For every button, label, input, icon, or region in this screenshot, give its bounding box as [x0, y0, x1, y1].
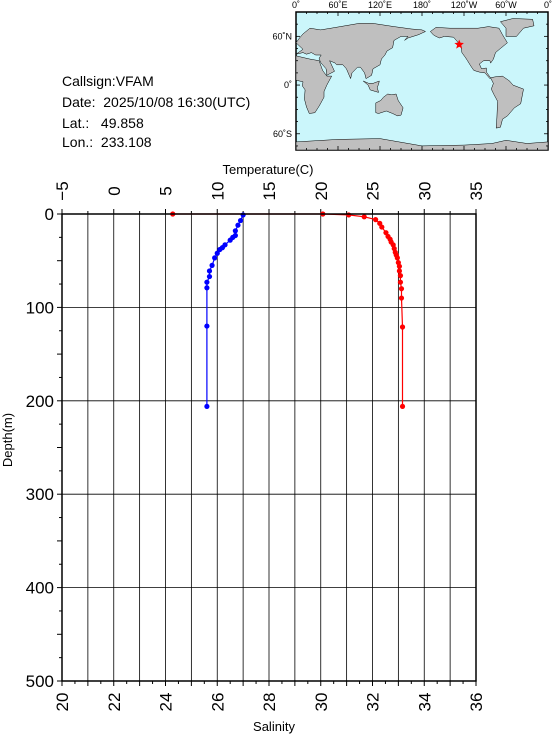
salinity-data-point: [214, 250, 220, 256]
map-lon-label: 180˚: [413, 0, 431, 10]
date-text: Date: 2025/10/08 16:30(UTC): [62, 94, 251, 110]
x-bottom-tick-label: 28: [260, 693, 279, 712]
temperature-data-point: [373, 217, 379, 223]
map-labels: 0˚ 60˚E 120˚E 180˚ 120˚W 60˚W 0˚ 60˚N 0˚ 60˚S: [272, 0, 552, 139]
x-top-tick-label: 20: [312, 182, 331, 201]
x-top-tick-label: 15: [260, 182, 279, 201]
x-top-tick-label: 0: [105, 186, 124, 195]
x-bottom-tick-label: 30: [312, 693, 331, 712]
plot-frame: [61, 213, 477, 682]
temperature-data-point: [397, 273, 404, 279]
chart-ticks: [57, 209, 477, 686]
salinity-data-point: [206, 273, 213, 280]
map-lon-label: 120˚E: [368, 0, 392, 10]
land-north-america: [430, 26, 508, 79]
longitude-text: Lon.: 233.108: [62, 134, 152, 150]
map-lat-label: 60˚S: [273, 129, 292, 139]
salinity-data-point: [240, 212, 246, 218]
y-tick-label: 200: [26, 392, 54, 411]
x-top-tick-label: −5: [53, 181, 72, 200]
y-axis-label: Depth(m): [0, 413, 15, 467]
x-top-tick-label: 5: [157, 186, 176, 195]
chart-tick-labels: 0 100 200 300 400 500 −5 0 5 10 15 20 25 30 35 20 22 24 26…: [26, 181, 486, 711]
y-tick-label: 100: [26, 298, 54, 317]
salinity-data-point: [206, 268, 213, 274]
x-bottom-tick-label: 22: [105, 693, 124, 712]
salinity-data-point: [209, 262, 215, 268]
location-marker: [454, 39, 464, 49]
x-top-tick-label: 25: [364, 182, 383, 201]
map-ticks: [295, 12, 549, 150]
land-australia: [375, 93, 404, 117]
x-bottom-tick-label: 26: [208, 693, 227, 712]
land-eurasia: [295, 23, 427, 80]
temperature-data-point: [396, 268, 403, 274]
salinity-data-point: [235, 222, 241, 228]
y-tick-label: 0: [45, 205, 54, 224]
temperature-data-point: [398, 295, 405, 301]
salinity-data-point: [204, 323, 210, 329]
x-top-axis-label: Temperature(C): [222, 162, 313, 177]
salinity-data-point: [237, 217, 244, 224]
temperature-data-point: [394, 255, 400, 261]
salinity-data-point: [212, 255, 218, 261]
map-lon-label: 120˚W: [451, 0, 478, 10]
salinity-data-point: [217, 246, 223, 253]
salinity-data-point: [204, 279, 210, 285]
location-map: 0˚ 60˚E 120˚E 180˚ 120˚W 60˚W 0˚ 60˚N 0˚ 60˚S: [272, 0, 552, 151]
temperature-data-point: [398, 286, 405, 292]
x-bottom-tick-label: 34: [415, 693, 434, 712]
salinity-data-point: [204, 285, 210, 291]
map-lon-label: 0˚: [292, 0, 300, 10]
x-bottom-tick-label: 24: [157, 693, 176, 712]
y-tick-label: 500: [26, 672, 54, 691]
location-star-icon: [454, 39, 464, 49]
x-bottom-tick-label: 20: [53, 693, 72, 712]
salinity-data-point: [227, 237, 233, 243]
land-south-america: [490, 75, 524, 129]
y-tick-label: 300: [26, 485, 54, 504]
temperature-data-point: [396, 263, 403, 269]
x-bottom-axis-label: Salinity: [253, 719, 295, 734]
salinity-data-point: [232, 228, 238, 234]
temperature-data-point: [397, 279, 404, 285]
map-lon-label: 60˚E: [328, 0, 347, 10]
map-lat-label: 60˚N: [272, 31, 292, 41]
latitude-text: Lat.: 49.858: [62, 115, 144, 131]
salinity-data-point: [204, 403, 210, 410]
map-lat-label: 0˚: [284, 80, 292, 90]
temperature-data-point: [361, 214, 367, 220]
chart-grid: [62, 214, 476, 681]
x-top-tick-label: 35: [467, 182, 486, 201]
chart-series: [170, 211, 406, 410]
x-top-tick-label: 10: [208, 182, 227, 201]
callsign-text: Callsign:VFAM: [62, 73, 154, 89]
land-indonesia: [363, 80, 380, 93]
temperature-data-point: [399, 403, 406, 410]
temperature-data-point: [399, 324, 406, 330]
x-top-tick-label: 30: [415, 182, 434, 201]
temperature-data-point: [379, 224, 385, 230]
x-bottom-tick-label: 36: [467, 693, 486, 712]
land-greenland: [499, 18, 535, 37]
map-lon-label: 60˚W: [495, 0, 517, 10]
temperature-data-point: [346, 212, 352, 218]
land-africa: [295, 55, 333, 114]
map-land: [295, 18, 549, 151]
map-lon-label: 0˚: [544, 0, 552, 10]
y-tick-label: 400: [26, 579, 54, 598]
x-bottom-tick-label: 32: [364, 693, 383, 712]
